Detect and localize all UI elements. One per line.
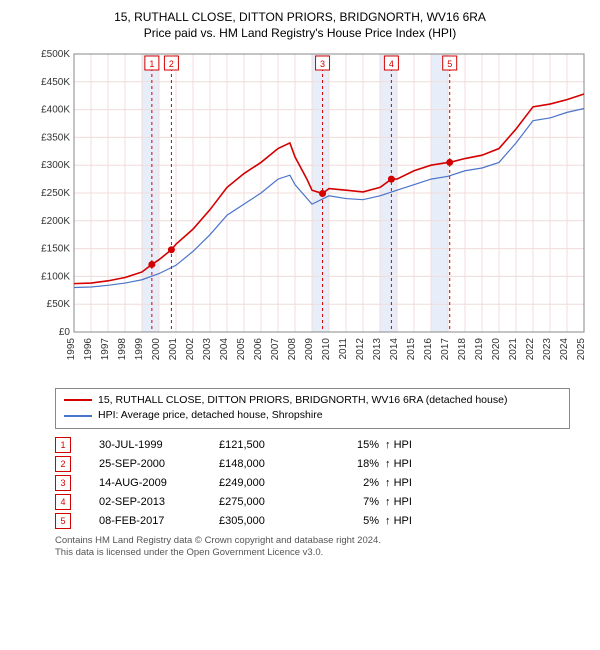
sale-date: 25-SEP-2000 <box>99 458 219 470</box>
svg-text:2019: 2019 <box>474 337 485 360</box>
svg-text:£0: £0 <box>59 327 71 338</box>
svg-text:£500K: £500K <box>41 49 70 60</box>
svg-text:2020: 2020 <box>491 337 502 360</box>
chart-title-line2: Price paid vs. HM Land Registry's House … <box>10 26 590 40</box>
svg-text:2017: 2017 <box>440 337 451 360</box>
svg-text:£250K: £250K <box>41 188 70 199</box>
svg-text:2018: 2018 <box>457 337 468 360</box>
legend-swatch-property <box>64 399 92 401</box>
sale-marker: 1 <box>55 437 71 453</box>
chart-container: 15, RUTHALL CLOSE, DITTON PRIORS, BRIDGN… <box>0 0 600 565</box>
sale-price: £249,000 <box>219 477 319 489</box>
sale-hpi: ↑ HPI <box>385 477 412 489</box>
svg-text:£150K: £150K <box>41 243 70 254</box>
svg-text:5: 5 <box>447 59 452 69</box>
sale-hpi: ↑ HPI <box>385 439 412 451</box>
sale-pct: 7% <box>319 496 379 508</box>
svg-text:2005: 2005 <box>236 337 247 360</box>
sale-date: 14-AUG-2009 <box>99 477 219 489</box>
sale-marker: 4 <box>55 494 71 510</box>
footnote: Contains HM Land Registry data © Crown c… <box>55 535 570 560</box>
sale-marker: 2 <box>55 456 71 472</box>
svg-text:1997: 1997 <box>100 337 111 360</box>
svg-text:2000: 2000 <box>151 337 162 360</box>
svg-text:2024: 2024 <box>559 337 570 360</box>
svg-text:2015: 2015 <box>406 337 417 360</box>
footnote-line2: This data is licensed under the Open Gov… <box>55 547 570 559</box>
svg-text:2009: 2009 <box>304 337 315 360</box>
svg-text:1996: 1996 <box>83 337 94 360</box>
svg-text:2003: 2003 <box>202 337 213 360</box>
sale-marker: 3 <box>55 475 71 491</box>
legend-row-property: 15, RUTHALL CLOSE, DITTON PRIORS, BRIDGN… <box>64 393 561 409</box>
svg-text:2025: 2025 <box>576 337 587 360</box>
sale-date: 08-FEB-2017 <box>99 515 219 527</box>
legend-box: 15, RUTHALL CLOSE, DITTON PRIORS, BRIDGN… <box>55 388 570 430</box>
svg-text:2: 2 <box>169 59 174 69</box>
sale-pct: 15% <box>319 439 379 451</box>
svg-text:2004: 2004 <box>219 337 230 360</box>
svg-text:1: 1 <box>149 59 154 69</box>
sale-price: £121,500 <box>219 439 319 451</box>
sale-row: 4 02-SEP-2013£275,0007% ↑ HPI <box>55 494 570 510</box>
chart-title-line1: 15, RUTHALL CLOSE, DITTON PRIORS, BRIDGN… <box>10 10 590 26</box>
svg-text:2016: 2016 <box>423 337 434 360</box>
svg-text:2001: 2001 <box>168 337 179 360</box>
sale-marker: 5 <box>55 513 71 529</box>
sale-price: £275,000 <box>219 496 319 508</box>
legend-label-property: 15, RUTHALL CLOSE, DITTON PRIORS, BRIDGN… <box>98 393 507 409</box>
sale-date: 02-SEP-2013 <box>99 496 219 508</box>
svg-text:2022: 2022 <box>525 337 536 360</box>
svg-text:£200K: £200K <box>41 215 70 226</box>
svg-text:2023: 2023 <box>542 337 553 360</box>
footnote-line1: Contains HM Land Registry data © Crown c… <box>55 535 570 547</box>
sale-pct: 18% <box>319 458 379 470</box>
sale-price: £305,000 <box>219 515 319 527</box>
svg-text:1998: 1998 <box>117 337 128 360</box>
sale-row: 5 08-FEB-2017£305,0005% ↑ HPI <box>55 513 570 529</box>
svg-text:2012: 2012 <box>355 337 366 360</box>
svg-text:£400K: £400K <box>41 104 70 115</box>
svg-text:£100K: £100K <box>41 271 70 282</box>
sale-hpi: ↑ HPI <box>385 515 412 527</box>
svg-text:4: 4 <box>389 59 394 69</box>
legend-label-hpi: HPI: Average price, detached house, Shro… <box>98 408 323 424</box>
legend-row-hpi: HPI: Average price, detached house, Shro… <box>64 408 561 424</box>
svg-text:1999: 1999 <box>134 337 145 360</box>
svg-text:2010: 2010 <box>321 337 332 360</box>
svg-text:£50K: £50K <box>47 299 71 310</box>
svg-text:2014: 2014 <box>389 337 400 360</box>
line-chart-svg: £0 £50K £100K £150K £200K £250K £300K £350K £400… <box>30 48 590 378</box>
sale-pct: 5% <box>319 515 379 527</box>
sale-hpi: ↑ HPI <box>385 496 412 508</box>
sale-row: 1 30-JUL-1999£121,50015% ↑ HPI <box>55 437 570 453</box>
svg-text:2002: 2002 <box>185 337 196 360</box>
svg-text:2008: 2008 <box>287 337 298 360</box>
sale-date: 30-JUL-1999 <box>99 439 219 451</box>
legend-swatch-hpi <box>64 415 92 417</box>
sale-row: 2 25-SEP-2000£148,00018% ↑ HPI <box>55 456 570 472</box>
svg-text:£350K: £350K <box>41 132 70 143</box>
svg-text:2021: 2021 <box>508 337 519 360</box>
sale-price: £148,000 <box>219 458 319 470</box>
svg-text:£450K: £450K <box>41 76 70 87</box>
svg-text:3: 3 <box>320 59 325 69</box>
sales-table: 1 30-JUL-1999£121,50015% ↑ HPI 2 25-SEP-2000… <box>55 437 570 529</box>
svg-text:2007: 2007 <box>270 337 281 360</box>
plot-area: £0 £50K £100K £150K £200K £250K £300K £350K £400… <box>30 48 590 378</box>
svg-text:2006: 2006 <box>253 337 264 360</box>
svg-text:2013: 2013 <box>372 337 383 360</box>
svg-text:£300K: £300K <box>41 160 70 171</box>
svg-text:2011: 2011 <box>338 337 349 359</box>
sale-hpi: ↑ HPI <box>385 458 412 470</box>
sale-pct: 2% <box>319 477 379 489</box>
svg-text:1995: 1995 <box>66 337 77 360</box>
sale-row: 3 14-AUG-2009£249,0002% ↑ HPI <box>55 475 570 491</box>
